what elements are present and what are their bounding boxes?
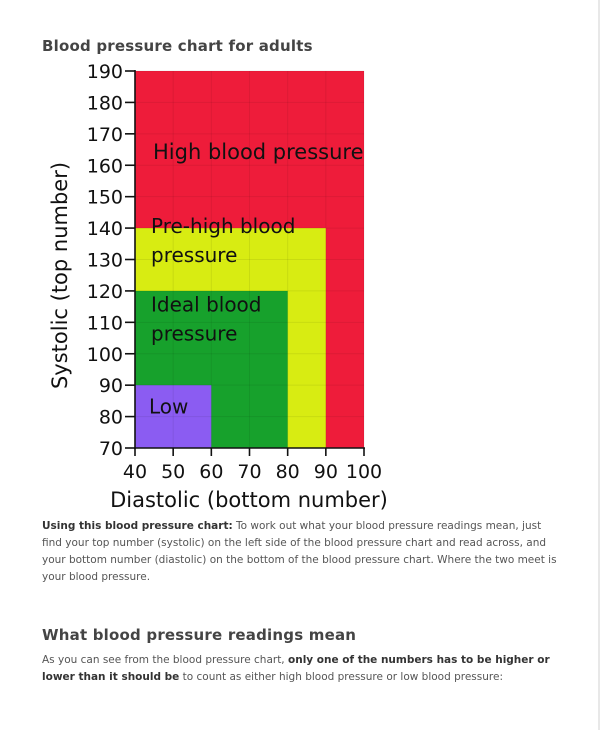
x-tick-label-6: 100 (346, 461, 382, 483)
y-tick-label-6: 130 (87, 250, 123, 272)
y-tick-label-10: 170 (87, 124, 123, 146)
y-tick-label-5: 120 (87, 281, 123, 303)
y-tick-label-7: 140 (87, 218, 123, 240)
section-heading: What blood pressure readings mean (42, 626, 357, 644)
region-label-0-0: High blood pressure (153, 140, 364, 164)
y-tick-label-0: 70 (99, 438, 123, 460)
readings-text-bold: only one of the numbers has to be higher… (42, 654, 550, 683)
region-3 (135, 385, 212, 448)
x-tick-label-0: 40 (123, 461, 147, 483)
y-tick-label-12: 190 (87, 61, 123, 83)
readings-text-after: to count as either high blood pressure o… (179, 671, 503, 683)
blood-pressure-chart: 70 80 90 100 110 120 130 140 150 160 170 180 190 40 50… (48, 61, 388, 512)
y-tick-label-2: 90 (99, 375, 123, 397)
chart-title: Blood pressure chart for adults (42, 37, 313, 55)
usage-paragraph: Using this blood pressure chart: To work… (42, 518, 562, 586)
y-axis-title: Systolic (top number) (48, 162, 72, 389)
y-tick-label-1: 80 (99, 407, 123, 429)
y-tick-label-4: 110 (87, 312, 123, 334)
y-tick-label-11: 180 (87, 92, 123, 114)
x-tick-label-1: 50 (161, 461, 185, 483)
x-tick-label-3: 70 (237, 461, 261, 483)
region-label-1-1: pressure (151, 243, 237, 267)
y-tick-label-3: 100 (87, 344, 123, 366)
region-label-2-1: pressure (151, 321, 237, 345)
usage-text: To work out what your blood pressure rea… (42, 520, 557, 583)
x-tick-label-5: 90 (314, 461, 338, 483)
y-tick-label-8: 150 (87, 187, 123, 209)
x-tick-label-4: 80 (276, 461, 300, 483)
region-label-1-0: Pre-high blood (151, 214, 295, 238)
region-label-2-0: Ideal blood (151, 292, 262, 316)
x-tick-label-2: 60 (199, 461, 223, 483)
readings-paragraph: As you can see from the blood pressure c… (42, 652, 562, 686)
region-label-3-0: Low (149, 394, 188, 418)
usage-lead: Using this blood pressure chart: (42, 520, 233, 532)
y-tick-label-9: 160 (87, 155, 123, 177)
readings-text-before: As you can see from the blood pressure c… (42, 654, 288, 666)
x-axis-title: Diastolic (bottom number) (110, 488, 388, 512)
page-edge (598, 0, 600, 730)
